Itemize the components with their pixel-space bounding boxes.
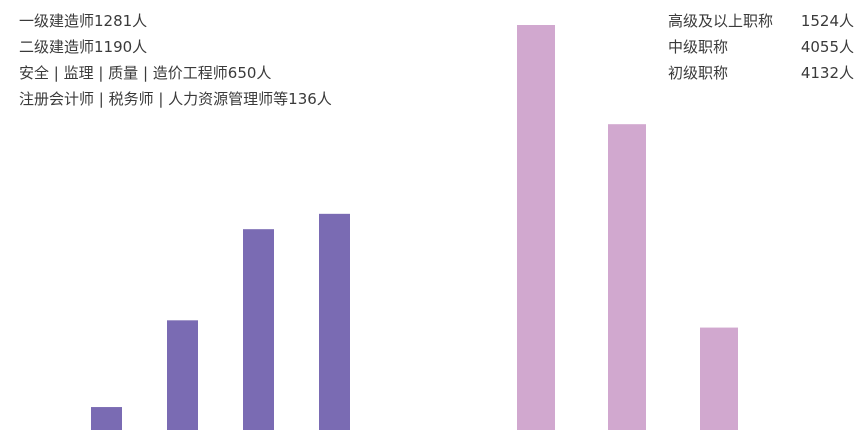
legend-value: 4055人 xyxy=(800,38,854,56)
right-bar-3 xyxy=(700,327,738,430)
legend-entry-junior-title: 初级职称 4132人 xyxy=(668,60,854,86)
legend-entry-accountant-tax-hr: 注册会计师 | 税务师 | 人力资源管理师等136人 xyxy=(19,90,332,108)
legend-entry-intermediate-title: 中级职称 4055人 xyxy=(668,34,854,60)
left-bar-3 xyxy=(243,229,274,430)
legend-value: 4132人 xyxy=(800,64,854,82)
right-bar-2 xyxy=(608,124,646,430)
legend-entry-second-class-constructor: 二级建造师1190人 xyxy=(19,38,148,56)
legend-label: 中级职称 xyxy=(668,38,729,56)
left-chart-legend: 一级建造师1281人 二级建造师1190人 安全 | 监理 | 质量 | 造价工… xyxy=(19,8,332,112)
legend-label: 初级职称 xyxy=(668,64,729,82)
legend-entry-senior-title: 高级及以上职称 1524人 xyxy=(668,8,854,34)
left-bar-2 xyxy=(167,320,198,430)
legend-label: 高级及以上职称 xyxy=(668,12,774,30)
legend-entry-first-class-constructor: 一级建造师1281人 xyxy=(19,12,148,30)
legend-entry-safety-supervision-quality-cost: 安全 | 监理 | 质量 | 造价工程师650人 xyxy=(19,64,272,82)
left-bar-4 xyxy=(319,213,350,430)
legend-value: 1524人 xyxy=(800,12,854,30)
right-chart-legend: 高级及以上职称 1524人 中级职称 4055人 初级职称 4132人 xyxy=(668,8,854,86)
left-bar-1 xyxy=(91,407,122,430)
right-bar-1 xyxy=(517,25,555,430)
